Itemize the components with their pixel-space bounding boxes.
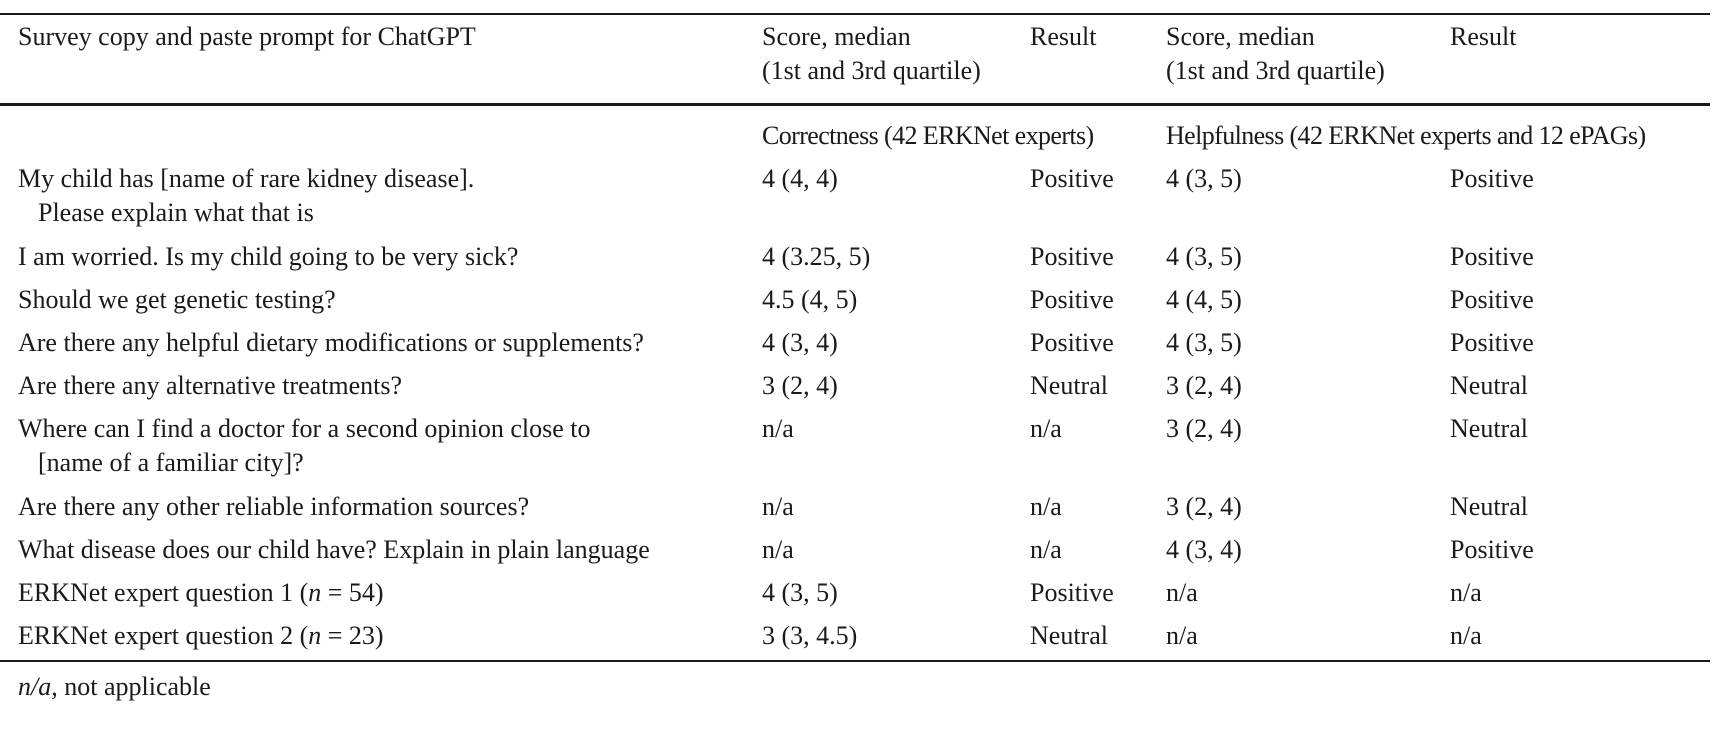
row-helpfulness-score: 4 (3, 5) — [1166, 164, 1242, 193]
row-correctness-score: n/a — [762, 492, 794, 521]
table-top-rule — [0, 13, 1710, 15]
row-correctness-result: Neutral — [1030, 621, 1108, 650]
row-correctness-score: 3 (2, 4) — [762, 371, 838, 400]
header-correctness-result: Result — [1030, 22, 1097, 51]
row-correctness-score: 4 (3, 4) — [762, 328, 838, 357]
row-helpfulness-result: Neutral — [1450, 414, 1528, 443]
row-question: Should we get genetic testing? — [18, 285, 336, 314]
row-correctness-score: 4.5 (4, 5) — [762, 285, 858, 314]
row-helpfulness-result: Positive — [1450, 164, 1534, 193]
row-question: What disease does our child have? Explai… — [18, 535, 650, 564]
row-helpfulness-result: Positive — [1450, 285, 1534, 314]
row-correctness-score: 4 (4, 4) — [762, 164, 838, 193]
row-correctness-score: 4 (3, 5) — [762, 578, 838, 607]
row-helpfulness-result: Positive — [1450, 328, 1534, 357]
header-helpfulness-score: Score, median (1st and 3rd quartile) — [1166, 22, 1385, 85]
header-correctness-score: Score, median (1st and 3rd quartile) — [762, 22, 981, 85]
row-question: Are there any helpful dietary modificati… — [18, 328, 644, 357]
header-question: Survey copy and paste prompt for ChatGPT — [18, 22, 476, 51]
row-helpfulness-result: Positive — [1450, 535, 1534, 564]
row-correctness-result: Neutral — [1030, 371, 1108, 400]
row-helpfulness-score: 3 (2, 4) — [1166, 371, 1242, 400]
row-question: Are there any alternative treatments? — [18, 371, 403, 400]
row-correctness-result: n/a — [1030, 535, 1062, 564]
row-helpfulness-score: 3 (2, 4) — [1166, 492, 1242, 521]
row-helpfulness-result: n/a — [1450, 621, 1482, 650]
table-bottom-rule — [0, 660, 1710, 662]
row-helpfulness-result: Positive — [1450, 242, 1534, 271]
row-helpfulness-score: 4 (3, 5) — [1166, 328, 1242, 357]
group-helpfulness: Helpfulness (42 ERKNet experts and 12 eP… — [1166, 121, 1646, 150]
row-helpfulness-score: 4 (3, 5) — [1166, 242, 1242, 271]
row-correctness-score: 3 (3, 4.5) — [762, 621, 858, 650]
row-helpfulness-score: n/a — [1166, 578, 1198, 607]
row-question: Where can I find a doctor for a second o… — [18, 414, 591, 477]
row-helpfulness-score: n/a — [1166, 621, 1198, 650]
group-correctness: Correctness (42 ERKNet experts) — [762, 121, 1094, 150]
row-correctness-result: Positive — [1030, 242, 1114, 271]
row-helpfulness-result: Neutral — [1450, 371, 1528, 400]
header-helpfulness-result: Result — [1450, 22, 1517, 51]
row-question: ERKNet expert question 2 (n = 23) — [18, 621, 384, 650]
row-helpfulness-result: n/a — [1450, 578, 1482, 607]
row-helpfulness-score: 3 (2, 4) — [1166, 414, 1242, 443]
table-caption-cut — [0, 0, 1725, 10]
table-header-rule — [0, 103, 1710, 106]
row-question: ERKNet expert question 1 (n = 54) — [18, 578, 384, 607]
row-helpfulness-result: Neutral — [1450, 492, 1528, 521]
row-question: I am worried. Is my child going to be ve… — [18, 242, 519, 271]
row-correctness-result: Positive — [1030, 164, 1114, 193]
row-helpfulness-score: 4 (3, 4) — [1166, 535, 1242, 564]
row-helpfulness-score: 4 (4, 5) — [1166, 285, 1242, 314]
row-correctness-result: Positive — [1030, 285, 1114, 314]
row-question: My child has [name of rare kidney diseas… — [18, 164, 475, 227]
row-correctness-result: n/a — [1030, 414, 1062, 443]
row-correctness-score: n/a — [762, 414, 794, 443]
row-correctness-result: Positive — [1030, 328, 1114, 357]
table-footnote: n/a, not applicable — [18, 672, 211, 701]
row-correctness-score: n/a — [762, 535, 794, 564]
row-correctness-score: 4 (3.25, 5) — [762, 242, 871, 271]
row-question: Are there any other reliable information… — [18, 492, 530, 521]
row-correctness-result: n/a — [1030, 492, 1062, 521]
row-correctness-result: Positive — [1030, 578, 1114, 607]
